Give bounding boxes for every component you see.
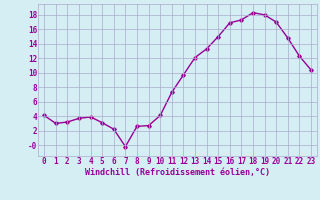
X-axis label: Windchill (Refroidissement éolien,°C): Windchill (Refroidissement éolien,°C) xyxy=(85,168,270,177)
